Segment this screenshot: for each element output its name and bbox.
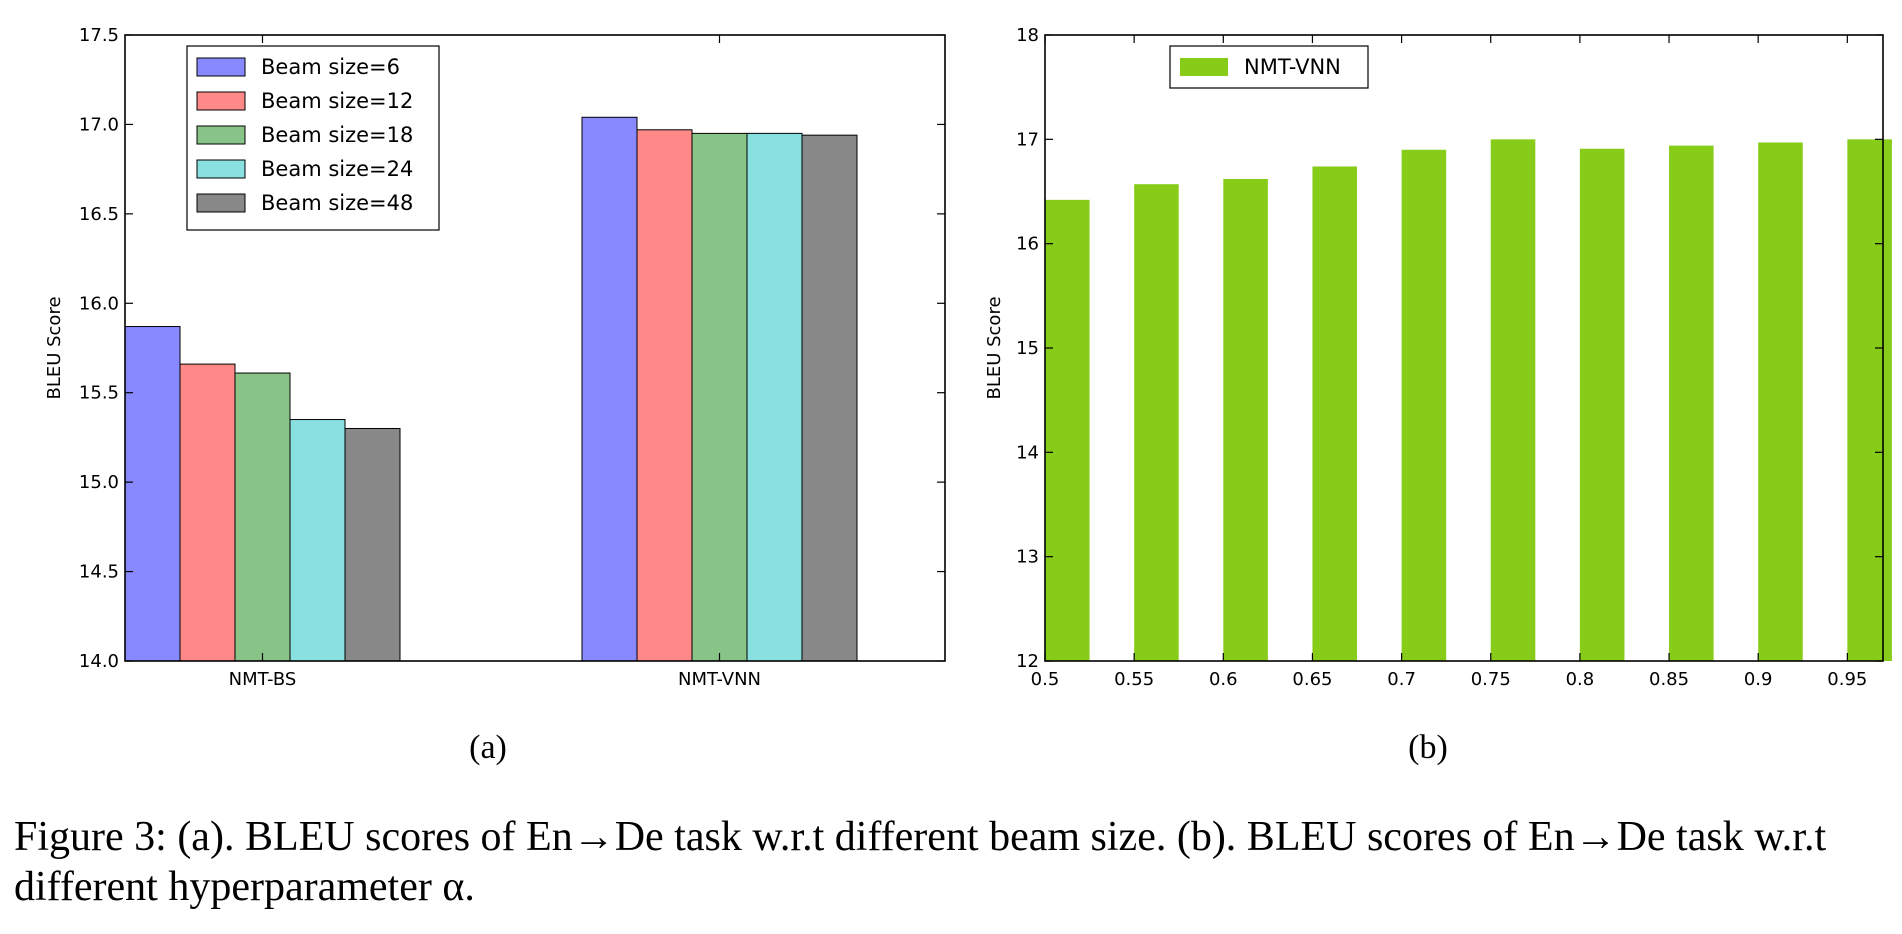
- bar-1-4: [801, 134, 858, 662]
- y-tick-label: 12: [1016, 651, 1039, 672]
- y-tick-label: 14: [1016, 442, 1039, 463]
- y-tick-label: 16.5: [79, 204, 119, 225]
- y-tick-label: 17.0: [79, 114, 119, 135]
- y-tick-label: 15.5: [79, 383, 119, 404]
- legend-label: Beam size=24: [261, 157, 413, 181]
- bar-4: [1401, 149, 1447, 661]
- bar-1-3: [746, 132, 803, 662]
- bar-6: [1579, 148, 1625, 661]
- y-tick-label: 15: [1016, 338, 1039, 359]
- x-tick-label: 0.75: [1471, 669, 1511, 690]
- chart-a-sublabel: (a): [469, 729, 507, 766]
- x-tick-label: 0.65: [1292, 669, 1332, 690]
- legend-label: NMT-VNN: [1244, 55, 1341, 79]
- bar-8: [1758, 142, 1803, 662]
- y-tick-label: 13: [1016, 547, 1039, 568]
- chart-a-y-axis-label: BLEU Score: [44, 296, 65, 399]
- bar-5: [1490, 139, 1536, 662]
- y-tick-label: 14.0: [79, 651, 119, 672]
- y-tick-label: 15.0: [79, 472, 119, 493]
- bar-0-3: [289, 419, 346, 662]
- y-tick-label: 17.5: [79, 25, 119, 46]
- legend-swatch: [196, 159, 246, 179]
- x-tick-label: NMT-BS: [229, 669, 297, 690]
- legend-label: Beam size=18: [261, 123, 413, 147]
- y-tick-label: 16.0: [79, 293, 119, 314]
- bar-1: [1134, 184, 1179, 662]
- x-tick-label: NMT-VNN: [678, 669, 761, 690]
- chart-a-legend: Beam size=6 Beam size=12 Beam size=18 Beam …: [186, 45, 440, 231]
- legend-swatch: [1180, 58, 1228, 76]
- y-tick-label: 18: [1016, 25, 1039, 46]
- bar-1-2: [691, 132, 748, 662]
- chart-b-x-ticks: 0.5 0.55 0.6 0.65 0.7 0.75 0.8 0.85 0.9 0.95: [1031, 35, 1867, 690]
- legend-swatch: [196, 91, 246, 111]
- legend-label: Beam size=48: [261, 191, 413, 215]
- x-tick-label: 0.8: [1566, 669, 1595, 690]
- x-tick-label: 0.5: [1031, 669, 1060, 690]
- bar-0: [1045, 199, 1090, 661]
- bar-0-2: [234, 372, 291, 662]
- bar-7: [1669, 145, 1714, 662]
- x-tick-label: 0.55: [1114, 669, 1154, 690]
- bar-3: [1312, 166, 1358, 661]
- y-tick-label: 16: [1016, 234, 1039, 255]
- legend-swatch: [196, 193, 246, 213]
- bar-1-0: [581, 116, 638, 662]
- x-tick-label: 0.9: [1744, 669, 1773, 690]
- bar-0-0: [124, 326, 181, 662]
- chart-b-y-ticks: 12 13 14 15 16 17 18: [1016, 25, 1883, 672]
- chart-a-y-ticks: 14.0 14.5 15.0 15.5 16.0 16.5 17.0 17.5: [79, 25, 945, 672]
- bar-0-1: [179, 363, 236, 662]
- chart-b-legend: NMT-VNN: [1169, 45, 1369, 89]
- x-tick-label: 0.6: [1209, 669, 1238, 690]
- bar-2: [1223, 178, 1268, 662]
- x-tick-label: 0.95: [1827, 669, 1867, 690]
- legend-swatch: [196, 57, 246, 77]
- y-tick-label: 17: [1016, 129, 1039, 150]
- chart-a-plot-frame: [124, 34, 946, 662]
- chart-a-beam-size: 14.014.515.015.516.016.517.017.5 NMT-BS N…: [44, 25, 946, 766]
- bar-9: [1847, 139, 1892, 662]
- bar-0-4: [344, 427, 401, 662]
- y-tick-label: 14.5: [79, 562, 119, 583]
- x-tick-label: 0.7: [1387, 669, 1416, 690]
- figure-caption: Figure 3: (a). BLEU scores of En→De task…: [14, 814, 1827, 910]
- chart-b-y-axis-label: BLEU Score: [984, 296, 1005, 399]
- chart-a-bars: [124, 116, 858, 662]
- legend-label: Beam size=12: [261, 89, 413, 113]
- legend-swatch: [196, 125, 246, 145]
- legend-label: Beam size=6: [261, 55, 400, 79]
- bar-1-1: [636, 129, 693, 662]
- chart-b-sublabel: (b): [1408, 729, 1448, 766]
- chart-b-bars: [1045, 139, 1892, 662]
- chart-a-x-ticks: NMT-BS NMT-VNN: [229, 35, 761, 690]
- x-tick-label: 0.85: [1649, 669, 1689, 690]
